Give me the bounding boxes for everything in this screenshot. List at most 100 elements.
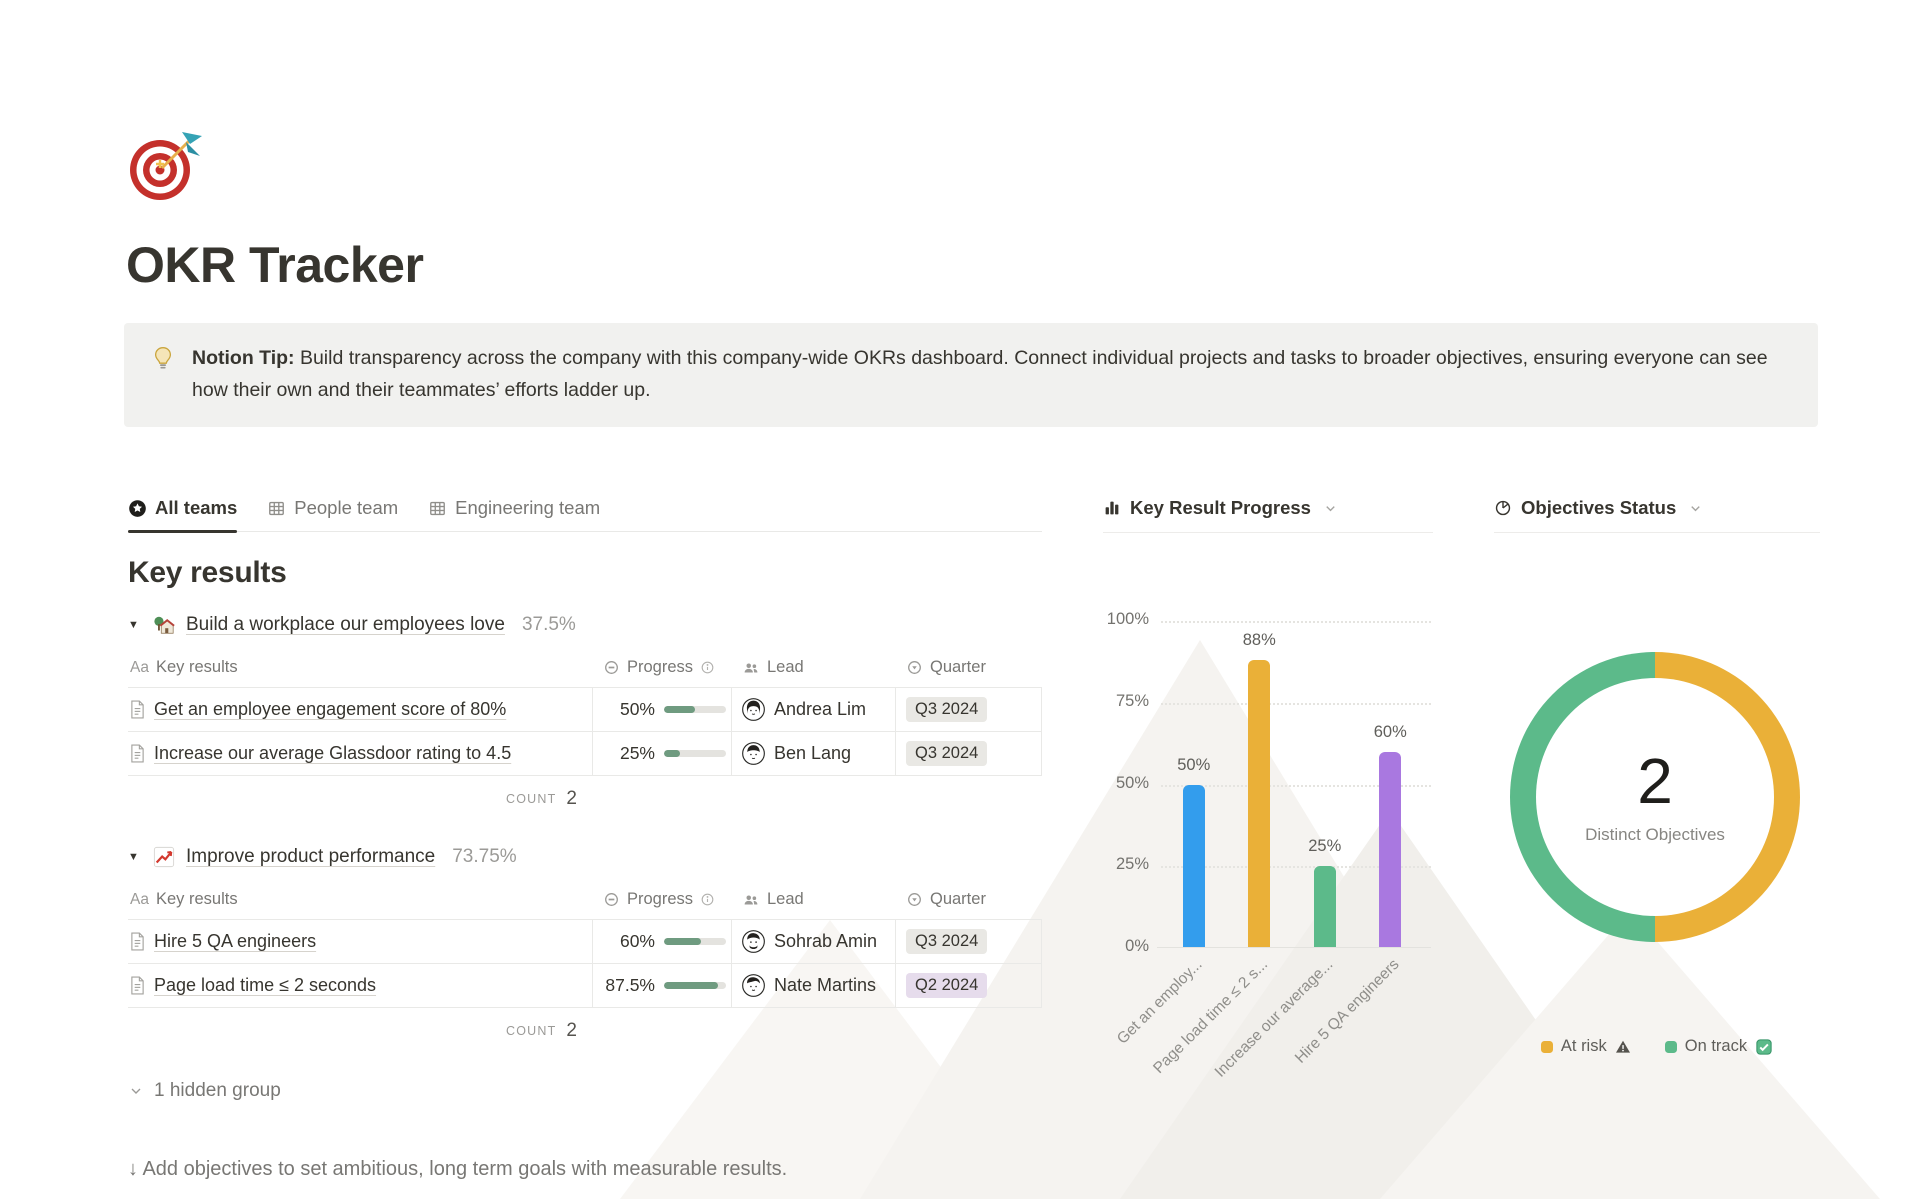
column-header-progress[interactable]: Progress	[593, 648, 732, 687]
key-result-link[interactable]: Hire 5 QA engineers	[154, 931, 317, 951]
page-doc-icon	[131, 744, 144, 763]
column-header-progress[interactable]: Progress	[593, 880, 732, 919]
callout-body-text: Build transparency across the company wi…	[192, 347, 1768, 401]
donut-center: 2 Distinct Objectives	[1536, 678, 1774, 916]
table-header-row: Aa Key results Progress Lead Quart	[128, 880, 1042, 920]
bar-3	[1379, 751, 1402, 948]
progress-value: 87.5%	[605, 975, 655, 995]
group-title-link[interactable]: Improve product performance	[186, 846, 436, 867]
legend-label: At risk	[1560, 1037, 1607, 1055]
key-results-table: Aa Key results Progress Lead Quart	[128, 648, 1042, 822]
distinct-objectives-count: 2	[1637, 745, 1673, 817]
key-result-link[interactable]: Page load time ≤ 2 seconds	[154, 975, 377, 995]
avatar	[742, 742, 765, 765]
house-garden-icon	[153, 614, 177, 636]
lead-cell[interactable]: Sohrab Amin	[732, 920, 896, 963]
quarter-cell[interactable]: Q3 2024	[896, 688, 1042, 731]
bar-chart-icon	[1105, 501, 1119, 515]
group-rollup-percent: 73.75%	[452, 846, 517, 867]
table-row: Page load time ≤ 2 seconds 87.5% Nate Ma…	[128, 964, 1042, 1008]
x-axis-label: Page load time ≤ 2 s...	[1150, 956, 1272, 1078]
progress-bar	[664, 982, 726, 989]
key-result-progress-card: Key Result Progress 100% 75% 50% 25% 0% 50% G…	[1103, 497, 1433, 1157]
column-header-lead[interactable]: Lead	[732, 880, 896, 919]
lead-name: Sohrab Amin	[774, 931, 878, 951]
target-dart-icon[interactable]	[126, 126, 206, 206]
progress-cell[interactable]: 50%	[593, 688, 732, 731]
bar-chart-header[interactable]: Key Result Progress	[1103, 497, 1433, 533]
progress-cell[interactable]: 60%	[593, 920, 732, 963]
people-icon	[744, 663, 758, 672]
quarter-cell[interactable]: Q3 2024	[896, 920, 1042, 963]
chevron-down-icon	[1691, 505, 1701, 511]
hidden-group-toggle[interactable]: 1 hidden group	[128, 1080, 1042, 1102]
tab-label: All teams	[155, 497, 238, 518]
key-result-link[interactable]: Increase our average Glassdoor rating to…	[154, 743, 512, 763]
quarter-badge: Q3 2024	[906, 697, 988, 722]
progress-value: 60%	[619, 931, 655, 951]
group-collapse-toggle-icon[interactable]: ▼	[128, 619, 139, 631]
tab-people-team[interactable]: People team	[267, 497, 398, 531]
progress-cell[interactable]: 87.5%	[593, 964, 732, 1007]
tab-engineering-team[interactable]: Engineering team	[428, 497, 600, 531]
name-cell: Increase our average Glassdoor rating to…	[128, 732, 593, 775]
avatar	[742, 698, 765, 721]
progress-bar	[664, 750, 726, 757]
column-header-quarter[interactable]: Quarter	[896, 648, 1042, 687]
x-axis-label: Increase our average...	[1212, 956, 1337, 1081]
chart-increasing-icon	[153, 846, 177, 868]
table-header-row: Aa Key results Progress Lead Quart	[128, 648, 1042, 688]
group-rollup-percent: 37.5%	[521, 614, 576, 635]
hidden-group-label: 1 hidden group	[154, 1080, 281, 1101]
column-header-name[interactable]: Aa Key results	[130, 890, 238, 908]
group-collapse-toggle-icon[interactable]: ▼	[128, 851, 139, 863]
progress-bar	[664, 938, 726, 945]
lead-cell[interactable]: Ben Lang	[732, 732, 896, 775]
callout-text: Notion Tip: Build transparency across th…	[192, 343, 1788, 407]
lead-cell[interactable]: Nate Martins	[732, 964, 896, 1007]
at-risk-swatch	[1540, 1040, 1553, 1053]
objectives-status-card: Objectives Status 2 Distinct Objectives …	[1494, 497, 1820, 1157]
lead-name: Andrea Lim	[774, 699, 867, 719]
group-workplace: ▼ Build a workplace our employees love 3…	[128, 614, 1042, 822]
legend-label: On track	[1684, 1037, 1748, 1055]
name-cell: Page load time ≤ 2 seconds	[128, 964, 593, 1007]
callout-bold-label: Notion Tip:	[192, 347, 295, 369]
count-label: COUNT	[505, 1024, 557, 1038]
table-row: Hire 5 QA engineers 60% Sohrab Amin Q3 2…	[128, 920, 1042, 964]
key-result-link[interactable]: Get an employee engagement score of 80%	[154, 699, 507, 719]
key-results-table: Aa Key results Progress Lead Quart	[128, 880, 1042, 1054]
bar-value-label: 25%	[1308, 837, 1342, 856]
warning-icon	[1615, 1040, 1630, 1053]
dial-icon	[605, 893, 618, 906]
page-doc-icon	[131, 932, 144, 951]
table-row: Increase our average Glassdoor rating to…	[128, 732, 1042, 776]
column-header-name[interactable]: Aa Key results	[130, 658, 238, 676]
group-title-link[interactable]: Build a workplace our employees love	[186, 614, 505, 635]
notion-tip-callout: Notion Tip: Build transparency across th…	[124, 323, 1818, 427]
quarter-cell[interactable]: Q3 2024	[896, 732, 1042, 775]
donut-chart-header[interactable]: Objectives Status	[1494, 497, 1820, 533]
progress-cell[interactable]: 25%	[593, 732, 732, 775]
dial-icon	[605, 661, 618, 674]
progress-value: 50%	[619, 699, 655, 719]
column-header-quarter[interactable]: Quarter	[896, 880, 1042, 919]
column-header-lead[interactable]: Lead	[732, 648, 896, 687]
quarter-cell[interactable]: Q2 2024	[896, 964, 1042, 1007]
page-doc-icon	[131, 700, 144, 719]
table-icon	[267, 499, 286, 518]
tab-all-teams[interactable]: All teams	[128, 497, 238, 533]
legend-item-on-track[interactable]: On track	[1664, 1037, 1773, 1056]
select-icon	[908, 893, 921, 906]
quarter-badge: Q3 2024	[906, 741, 988, 766]
info-icon	[701, 661, 714, 674]
check-icon	[1756, 1038, 1772, 1055]
add-objectives-hint: ↓ Add objectives to set ambitious, long …	[128, 1158, 788, 1180]
lead-cell[interactable]: Andrea Lim	[732, 688, 896, 731]
donut-chart-title: Objectives Status	[1521, 497, 1677, 518]
text-property-icon: Aa	[130, 658, 149, 676]
quarter-badge: Q2 2024	[906, 973, 988, 998]
tab-label: People team	[294, 497, 399, 518]
legend-item-at-risk[interactable]: At risk	[1540, 1037, 1631, 1056]
